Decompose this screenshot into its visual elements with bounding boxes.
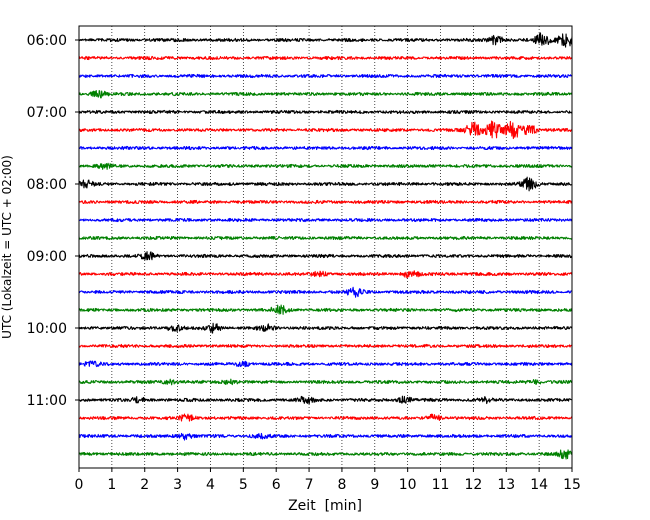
plot-area [79,26,572,468]
seismic-trace [78,73,573,79]
seismic-trace [78,378,573,386]
y-tick-label: 09:00 [27,249,67,265]
seismic-trace [78,343,573,349]
seismic-trace [78,90,573,99]
x-tick-label: 1 [107,477,116,493]
seismic-trace [78,162,573,170]
x-tick-label: 8 [337,477,346,493]
seismic-trace [78,55,573,61]
y-tick-label: 10:00 [27,321,67,337]
seismic-trace [78,286,573,298]
x-tick-label: 11 [432,477,450,493]
y-tick-label: 11:00 [27,393,67,409]
seismic-trace [78,199,573,205]
seismic-trace [78,395,573,405]
x-tick-label: 15 [563,477,581,493]
seismic-trace [78,235,573,241]
seismic-trace [78,449,573,460]
x-tick-label: 4 [206,477,215,493]
x-tick-label: 3 [173,477,182,493]
y-axis-title: UTC (Lokalzeit = UTC + 02:00) [0,155,14,339]
x-tick-label: 13 [497,477,515,493]
plot-frame [78,25,573,469]
seismic-trace [78,432,573,441]
seismic-trace [78,176,573,192]
seismic-trace [78,32,573,48]
seismic-trace [78,120,573,140]
y-tick-label: 06:00 [27,33,67,49]
y-tick-label: 07:00 [27,105,67,121]
seismic-trace [78,217,573,223]
seismic-trace [78,360,573,368]
x-tick-label: 2 [140,477,149,493]
x-tick-label: 10 [399,477,417,493]
y-tick-label: 08:00 [27,177,67,193]
x-tick-label: 0 [75,477,84,493]
seismic-trace [78,270,573,279]
seismic-trace [78,413,573,422]
seismic-trace [78,109,573,115]
seismic-trace [78,322,573,334]
x-axis-title: Zeit [min] [288,498,362,514]
seismic-trace [78,251,573,261]
traces [78,32,573,460]
x-tick-label: 5 [239,477,248,493]
x-tick-label: 7 [305,477,314,493]
x-axis: 0 1 2 3 4 5 6 7 8 9 10 11 12 13 14 15 [75,468,581,493]
seismic-trace [78,145,573,151]
x-tick-label: 12 [464,477,482,493]
x-tick-label: 6 [272,477,281,493]
y-axis: 06:00 07:00 08:00 09:00 10:00 11:00 [27,33,79,409]
x-tick-label: 9 [370,477,379,493]
x-tick-label: 14 [530,477,548,493]
seismic-trace [78,304,573,315]
